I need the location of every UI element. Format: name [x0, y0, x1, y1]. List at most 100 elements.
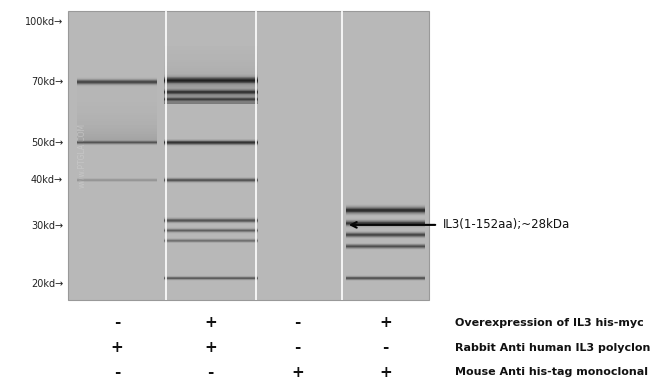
Bar — [164, 74, 257, 75]
Bar — [77, 119, 157, 120]
Bar — [164, 82, 257, 83]
Text: 100kd→: 100kd→ — [25, 16, 63, 27]
Bar — [77, 90, 157, 91]
Bar — [164, 69, 257, 70]
Bar — [77, 99, 157, 100]
Bar — [164, 66, 257, 67]
Bar — [77, 136, 157, 137]
Text: IL3(1-152aa);~28kDa: IL3(1-152aa);~28kDa — [443, 219, 571, 231]
Bar — [164, 72, 257, 73]
Bar — [164, 76, 257, 77]
Bar — [346, 215, 425, 216]
Bar — [77, 124, 157, 125]
Bar — [164, 78, 257, 79]
Text: -: - — [114, 365, 120, 380]
Bar — [164, 89, 257, 90]
Bar — [164, 53, 257, 54]
Bar — [164, 93, 257, 94]
Bar — [164, 77, 257, 78]
Bar — [164, 101, 257, 102]
Bar — [77, 88, 157, 89]
Bar — [77, 123, 157, 124]
Bar — [164, 82, 257, 83]
Bar — [164, 80, 257, 81]
Bar — [77, 117, 157, 118]
Bar — [77, 87, 157, 88]
Bar — [77, 137, 157, 138]
Bar — [164, 76, 257, 77]
Bar — [77, 89, 157, 90]
Text: Overexpression of IL3 his-myc: Overexpression of IL3 his-myc — [455, 318, 644, 328]
Bar — [164, 75, 257, 76]
Bar — [164, 65, 257, 66]
Bar — [346, 207, 425, 208]
Bar — [164, 62, 257, 63]
Bar — [164, 81, 257, 82]
Bar — [164, 92, 257, 93]
Text: 50kd→: 50kd→ — [31, 138, 63, 148]
Bar — [164, 88, 257, 89]
Bar — [164, 86, 257, 87]
Bar — [77, 107, 157, 108]
Bar — [164, 98, 257, 99]
Bar — [77, 132, 157, 133]
Bar — [77, 102, 157, 103]
Bar — [346, 210, 425, 211]
Bar — [164, 90, 257, 91]
Bar — [77, 122, 157, 123]
Bar — [77, 121, 157, 122]
Bar — [77, 118, 157, 119]
Bar — [77, 142, 157, 143]
Bar — [77, 103, 157, 104]
Bar — [164, 54, 257, 55]
Bar — [77, 104, 157, 105]
Bar — [164, 60, 257, 61]
Text: 20kd→: 20kd→ — [31, 279, 63, 289]
Text: -: - — [294, 340, 300, 355]
Bar — [164, 50, 257, 51]
Bar — [164, 70, 257, 71]
Bar — [164, 80, 257, 81]
Bar — [77, 98, 157, 99]
Bar — [164, 56, 257, 57]
Bar — [164, 94, 257, 95]
Bar — [77, 86, 157, 87]
Bar — [77, 138, 157, 139]
Bar — [346, 205, 425, 206]
Text: +: + — [380, 365, 392, 380]
Bar — [77, 129, 157, 130]
Bar — [77, 134, 157, 135]
Bar — [77, 105, 157, 106]
Bar — [77, 106, 157, 107]
Bar — [77, 140, 157, 141]
Bar — [77, 108, 157, 109]
Bar — [164, 52, 257, 53]
Bar — [164, 67, 257, 68]
Bar — [164, 77, 257, 78]
Bar — [77, 125, 157, 126]
Bar — [77, 111, 157, 112]
Bar — [164, 100, 257, 101]
Bar — [68, 11, 429, 300]
Bar — [164, 83, 257, 84]
Bar — [77, 141, 157, 142]
Bar — [77, 92, 157, 93]
Bar — [77, 112, 157, 113]
Bar — [77, 115, 157, 116]
Bar — [77, 93, 157, 94]
Bar — [77, 130, 157, 131]
Bar — [164, 68, 257, 69]
Bar — [346, 208, 425, 209]
Bar — [164, 74, 257, 75]
Bar — [77, 94, 157, 95]
Text: Rabbit Anti human IL3 polyclonal antibody: Rabbit Anti human IL3 polyclonal antibod… — [455, 343, 650, 353]
Bar — [346, 211, 425, 212]
Bar — [164, 81, 257, 82]
Bar — [77, 135, 157, 136]
Bar — [164, 84, 257, 85]
Bar — [77, 101, 157, 102]
Text: www.PTGLA.COM: www.PTGLA.COM — [78, 123, 87, 188]
Bar — [77, 127, 157, 128]
Bar — [164, 59, 257, 60]
Bar — [164, 51, 257, 52]
